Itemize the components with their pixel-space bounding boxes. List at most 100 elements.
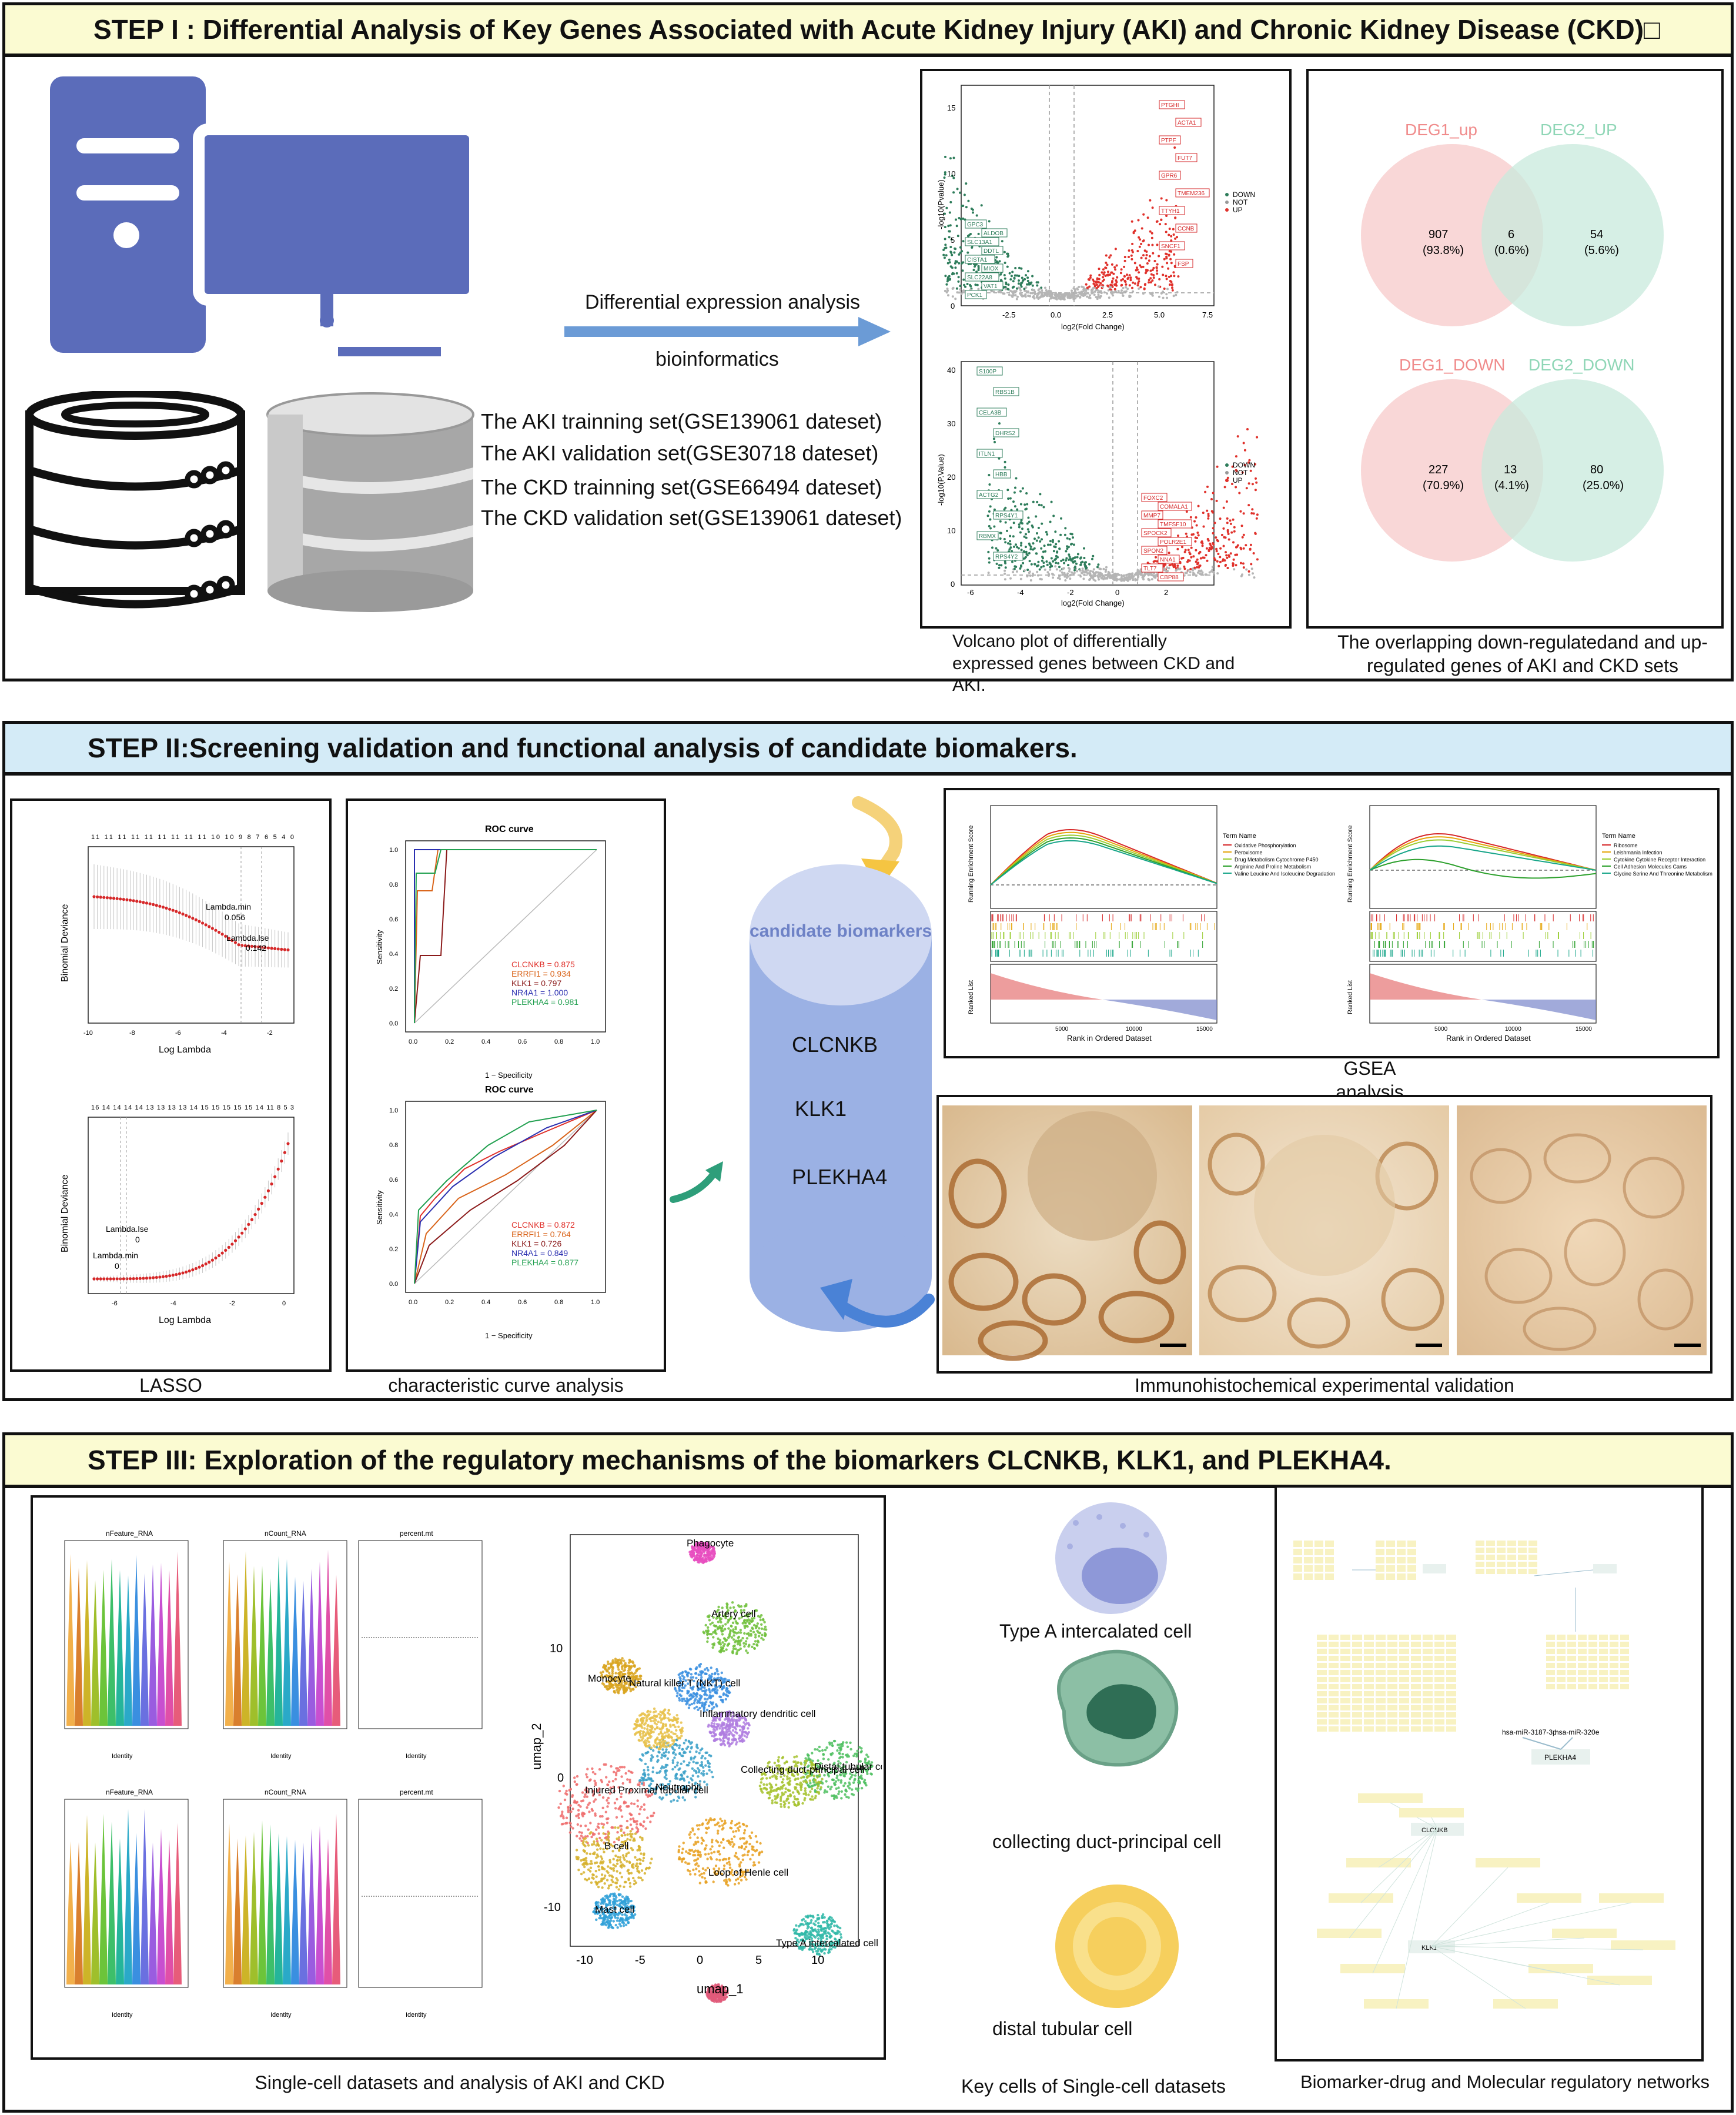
volcano2-ytick-4: 40 (947, 366, 955, 375)
cylinder-title: candidate biomarkers (750, 921, 932, 941)
violin-title-0: nFeature_RNA (106, 1529, 153, 1538)
venn-down-b-only-pct: (25.0%) (1583, 479, 1624, 492)
venn-down-both: 13 (1504, 463, 1517, 476)
volcano2-down-gene-0: S100P (979, 369, 996, 375)
gsea2-ylabel2: Ranked List (1347, 980, 1354, 1014)
volcano2-xtick-2: -2 (1067, 588, 1074, 597)
lasso2-xtick-3: 0 (282, 1300, 286, 1307)
biomarker-klk1: KLK1 (795, 1097, 847, 1121)
lasso2-lambda-1se: Lambda.lse (106, 1224, 149, 1234)
umap-ylabel: umap_2 (529, 1723, 544, 1770)
venn-down-a-only-pct: (70.9%) (1423, 479, 1464, 492)
gsea2-xtick-2: 15000 (1576, 1026, 1592, 1033)
volcano2-down-gene-5: HBB (995, 472, 1008, 478)
volcano1-down-gene-0: GPC3 (967, 222, 984, 228)
gsea2-xtick-1: 10000 (1505, 1026, 1521, 1033)
roc-ytick-3: 0.6 (389, 1177, 398, 1184)
venn-down-b-label: DEG2_DOWN (1528, 356, 1634, 374)
single-cell-caption: Single-cell datasets and analysis of AKI… (255, 2072, 665, 2093)
roc-curve-4 (414, 1110, 597, 1284)
volcano2-down-gene-3: DHRS2 (995, 430, 1015, 437)
roc-xtick-5: 1.0 (591, 1038, 600, 1045)
venn-down-a-label: DEG1_DOWN (1399, 356, 1505, 374)
venn-down-both-pct: (4.1%) (1494, 479, 1529, 492)
venn-up-b-label: DEG2_UP (1540, 121, 1617, 139)
type-a-intercalated-cell-icon (1055, 1502, 1167, 1614)
gsea-curve-1 (1369, 836, 1597, 871)
gsea-curve-1 (990, 831, 1217, 886)
volcano2-down-gene-8: RBMX (979, 533, 996, 540)
lasso1-top-counts: 11 11 11 11 11 11 11 11 11 10 10 9 8 7 6… (91, 834, 294, 841)
umap-label-12: Type A intercalated cell (776, 1937, 878, 1949)
lasso1-xtick-1: -8 (129, 1030, 135, 1037)
violin-title-3: nFeature_RNA (106, 1788, 153, 1796)
volcano2-up-gene-2: MMP7 (1143, 513, 1160, 519)
step2-header: STEP II:Screening validation and functio… (2, 721, 1734, 775)
gsea1-ylabel2: Ranked List (968, 980, 975, 1014)
network-caption: Biomarker-drug and Molecular regulatory … (1300, 2071, 1710, 2092)
roc1-xlabel: 1 − Specificity (485, 1071, 533, 1079)
key-cell-type-a: Type A intercalated cell (999, 1621, 1192, 1642)
volcano1-legend-down: DOWN (1233, 191, 1255, 199)
diff-expression-label: Differential expression analysis (585, 291, 861, 313)
roc-curve-0 (414, 1110, 597, 1284)
network-diagrams: hsa-miR-3187-3p hsa-miR-320e PLEKHA4 CLC… (1293, 1541, 1675, 2009)
violin-title-1: nCount_RNA (265, 1529, 306, 1538)
volcano2-xtick-1: -4 (1017, 588, 1024, 597)
ihc-image-3 (1457, 1105, 1707, 1355)
violin-xlabel-3: Identity (112, 2012, 133, 2019)
roc-xtick-0: 0.0 (409, 1038, 417, 1045)
roc-legend-4: PLEKHA4 = 0.981 (511, 997, 578, 1007)
umap-xtick-4: 10 (811, 1954, 824, 1967)
roc-xtick-2: 0.4 (481, 1038, 490, 1045)
volcano-plot-1: -log10(Pvalue) log2(Fold Change) -2.5 0.… (936, 85, 1255, 331)
computer-illustration (50, 76, 481, 356)
gsea-term-4: Valine Leucine And Isoleucine Degradatio… (1235, 871, 1335, 877)
ihc-image-1 (942, 1105, 1192, 1361)
volcano2-down-gene-1: RBS1B (995, 389, 1015, 396)
gsea-term-4: Glycine Serine And Threonine Metabolism (1614, 871, 1712, 877)
volcano1-up-gene-9: FSP (1178, 261, 1189, 268)
roc-legend-1: ERRFI1 = 0.764 (511, 1229, 571, 1239)
umap-label-7: Injured Proximal tubular cell (585, 1785, 708, 1796)
volcano1-ytick-3: 15 (947, 103, 955, 112)
lasso1-lambda-min: Lambda.min (206, 902, 251, 911)
volcano1-up-gene-0: PTGHI (1161, 102, 1179, 109)
volcano1-up-gene-3: FUT7 (1178, 155, 1192, 162)
arrow-curve-bottom-icon (835, 1294, 935, 1328)
umap-label-3: Natural killer T (NKT) cell (629, 1678, 740, 1689)
volcano1-xtick-1: 0.0 (1051, 310, 1061, 319)
step3-header: STEP III: Exploration of the regulatory … (2, 1432, 1734, 1488)
lasso1-lambda-1se: Lambda.lse (226, 933, 269, 943)
gsea-term-1: Leishmania Infection (1614, 850, 1663, 856)
roc-legend-0: CLCNKB = 0.875 (511, 960, 575, 969)
volcano2-up-gene-1: COMALA1 (1160, 504, 1188, 510)
volcano1-xtick-4: 7.5 (1202, 310, 1213, 319)
lasso2-lambda-1se-val: 0 (135, 1235, 140, 1244)
volcano2-down-gene-7: RPS4Y1 (995, 513, 1018, 519)
volcano1-xlabel: log2(Fold Change) (1061, 322, 1125, 331)
lasso2-xlabel: Log Lambda (159, 1315, 211, 1325)
key-cell-distal-tubular: distal tubular cell (992, 2018, 1133, 2039)
roc-curve-3 (414, 1110, 597, 1284)
volcano2-down-gene-4: ITLN1 (979, 451, 995, 457)
volcano2-xtick-4: 2 (1164, 588, 1168, 597)
bioinformatics-label: bioinformatics (655, 348, 779, 370)
dataset-ckd-training: The CKD trainning set(GSE66494 dateset) (481, 475, 882, 499)
umap-ytick-1: 0 (557, 1772, 564, 1785)
roc1-ylabel: Sensitivity (375, 930, 384, 964)
gsea-term-0: Ribosome (1614, 843, 1638, 848)
arrow-curve-top-icon (852, 796, 902, 877)
volcano2-up-gene-0: FOXC2 (1143, 495, 1163, 502)
gsea1-xtick-0: 5000 (1055, 1026, 1069, 1033)
gsea1-legend-title: Term Name (1223, 833, 1256, 840)
key-cell-collecting-duct: collecting duct-principal cell (992, 1831, 1222, 1852)
venn-up-b-only-pct: (5.6%) (1584, 244, 1619, 257)
gsea-term-3: Cell Adhesion Molecules Cams (1614, 864, 1687, 870)
gsea-plot-1: Running Enrichment Score Ranked List Ran… (968, 805, 1335, 1043)
umap-plot: umap_1 umap_2 -10 -5 0 5 10 -10 0 10 Pha… (529, 1534, 882, 2003)
dataset-aki-training: The AKI trainning set(GSE139061 dateset) (481, 409, 882, 433)
violin-xlabel-2: Identity (406, 1753, 427, 1760)
violin-xlabel-5: Identity (406, 2012, 427, 2019)
gsea2-legend-title: Term Name (1602, 833, 1635, 840)
